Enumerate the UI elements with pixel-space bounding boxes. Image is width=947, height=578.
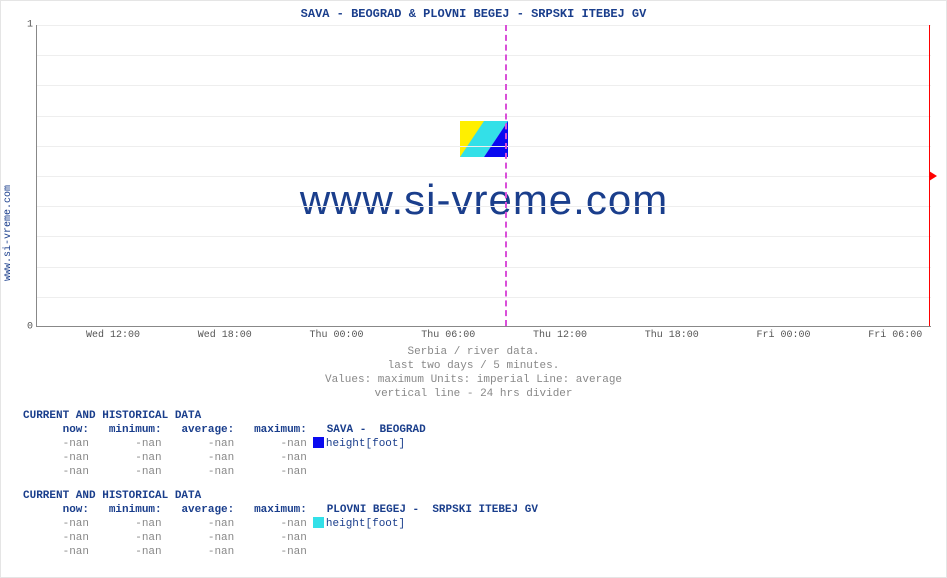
x-tick-label: Wed 12:00 <box>86 330 140 341</box>
gridline-h <box>37 297 931 298</box>
cell-max: -nan <box>234 438 307 450</box>
series-swatch-icon <box>313 437 324 448</box>
gridline-h <box>37 25 931 26</box>
data-table: CURRENT AND HISTORICAL DATA now: minimum… <box>23 489 936 559</box>
cell-avg: -nan <box>162 438 235 450</box>
gridline-h <box>37 176 931 177</box>
cell-min: -nan <box>89 546 162 558</box>
col-now: now: <box>23 504 89 516</box>
cell-min: -nan <box>89 532 162 544</box>
chart-plot-area: www.si-vreme.com 01Wed 12:00Wed 18:00Thu… <box>36 25 931 327</box>
station-name: SAVA - BEOGRAD <box>327 424 426 436</box>
station-name: PLOVNI BEGEJ - SRPSKI ITEBEJ GV <box>327 504 538 516</box>
table-row: -nan -nan -nan -nan <box>23 451 936 465</box>
table-header-row: now: minimum: average: maximum: SAVA - B… <box>23 423 936 437</box>
metric-label: height[foot] <box>326 438 405 450</box>
col-avg: average: <box>162 504 235 516</box>
gridline-h <box>37 85 931 86</box>
x-tick-label: Wed 18:00 <box>198 330 252 341</box>
cell-min: -nan <box>89 466 162 478</box>
chart-title: SAVA - BEOGRAD & PLOVNI BEGEJ - SRPSKI I… <box>1 7 946 21</box>
col-max: maximum: <box>234 504 307 516</box>
table-row: -nan -nan -nan -nan <box>23 531 936 545</box>
cell-avg: -nan <box>162 466 235 478</box>
x-tick-label: Thu 06:00 <box>421 330 475 341</box>
col-now: now: <box>23 424 89 436</box>
series-swatch-icon <box>313 517 324 528</box>
table-title: CURRENT AND HISTORICAL DATA <box>23 409 936 423</box>
gridline-h <box>37 236 931 237</box>
cell-now: -nan <box>23 546 89 558</box>
x-tick-label: Thu 00:00 <box>309 330 363 341</box>
y-tick-label: 0 <box>27 322 33 333</box>
cell-now: -nan <box>23 518 89 530</box>
cell-now: -nan <box>23 532 89 544</box>
subtitle-line-3: Values: maximum Units: imperial Line: av… <box>1 373 946 387</box>
now-arrow-icon <box>929 171 937 181</box>
x-tick-label: Fri 00:00 <box>756 330 810 341</box>
table-row: -nan -nan -nan -nan <box>23 465 936 479</box>
gridline-h <box>37 206 931 207</box>
table-header-row: now: minimum: average: maximum: PLOVNI B… <box>23 503 936 517</box>
cell-max: -nan <box>234 546 307 558</box>
cell-now: -nan <box>23 452 89 464</box>
col-min: minimum: <box>89 504 162 516</box>
x-tick-label: Thu 18:00 <box>645 330 699 341</box>
cell-avg: -nan <box>162 546 235 558</box>
table-row: -nan -nan -nan -nan <box>23 545 936 559</box>
x-tick-label: Thu 12:00 <box>533 330 587 341</box>
cell-min: -nan <box>89 438 162 450</box>
watermark-text: www.si-vreme.com <box>300 176 668 224</box>
data-tables: CURRENT AND HISTORICAL DATA now: minimum… <box>23 409 936 569</box>
gridline-h <box>37 55 931 56</box>
cell-max: -nan <box>234 532 307 544</box>
cell-min: -nan <box>89 452 162 464</box>
col-max: maximum: <box>234 424 307 436</box>
table-title: CURRENT AND HISTORICAL DATA <box>23 489 936 503</box>
site-label-vertical: www.si-vreme.com <box>3 185 14 281</box>
y-tick-label: 1 <box>27 20 33 31</box>
cell-now: -nan <box>23 438 89 450</box>
subtitle-line-1: Serbia / river data. <box>1 345 946 359</box>
cell-avg: -nan <box>162 532 235 544</box>
gridline-h <box>37 146 931 147</box>
col-avg: average: <box>162 424 235 436</box>
data-table: CURRENT AND HISTORICAL DATA now: minimum… <box>23 409 936 479</box>
cell-max: -nan <box>234 466 307 478</box>
page: www.si-vreme.com SAVA - BEOGRAD & PLOVNI… <box>0 0 947 578</box>
divider-24h <box>505 25 507 326</box>
col-min: minimum: <box>89 424 162 436</box>
x-tick-label: Fri 06:00 <box>868 330 922 341</box>
gridline-h <box>37 116 931 117</box>
subtitle-line-4: vertical line - 24 hrs divider <box>1 387 946 401</box>
cell-min: -nan <box>89 518 162 530</box>
cell-max: -nan <box>234 518 307 530</box>
cell-avg: -nan <box>162 518 235 530</box>
gridline-h <box>37 267 931 268</box>
cell-now: -nan <box>23 466 89 478</box>
subtitle-line-2: last two days / 5 minutes. <box>1 359 946 373</box>
metric-label: height[foot] <box>326 518 405 530</box>
cell-max: -nan <box>234 452 307 464</box>
cell-avg: -nan <box>162 452 235 464</box>
table-row: -nan -nan -nan -nan height[foot] <box>23 517 936 531</box>
table-row: -nan -nan -nan -nan height[foot] <box>23 437 936 451</box>
